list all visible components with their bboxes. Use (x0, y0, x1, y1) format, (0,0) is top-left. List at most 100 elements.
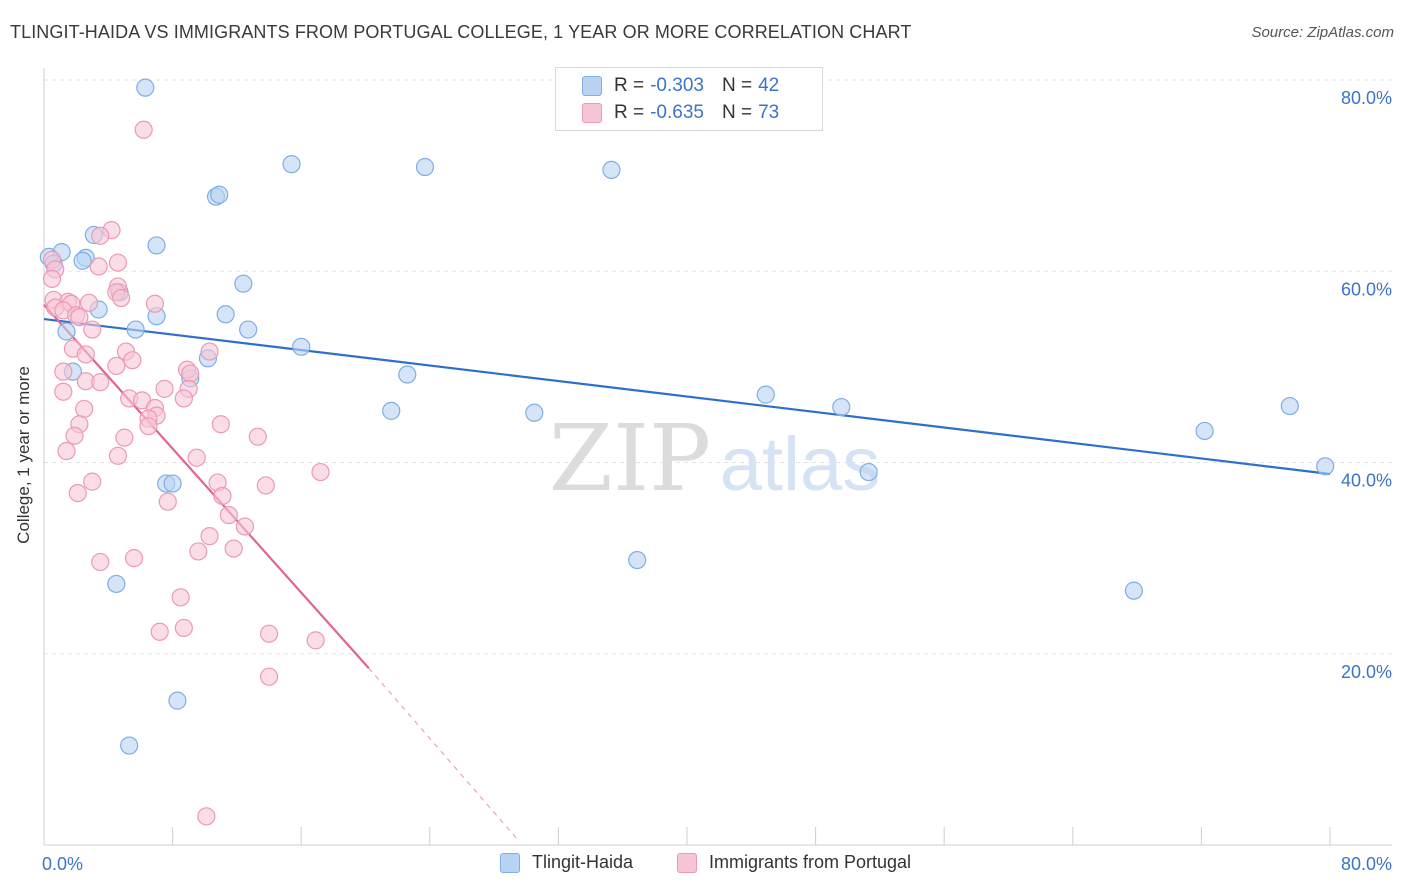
legend-n-label: N = (721, 102, 753, 123)
point-tlingit-haida (57, 322, 76, 341)
legend-r-value: -0.635 (650, 102, 704, 123)
point-portugal (224, 539, 243, 558)
legend-label: Tlingit-Haida (532, 852, 634, 872)
legend-n-value: 42 (758, 75, 780, 96)
point-portugal (115, 428, 134, 447)
point-portugal (79, 293, 99, 312)
point-portugal (155, 379, 174, 398)
chart-title: TLINGIT-HAIDA VS IMMIGRANTS FROM PORTUGA… (10, 22, 912, 42)
point-portugal (200, 342, 219, 361)
point-portugal (187, 448, 206, 467)
point-portugal (70, 308, 89, 327)
grid-lines (44, 79, 1392, 655)
point-tlingit-haida (239, 320, 258, 339)
point-portugal (181, 364, 200, 383)
point-portugal (306, 631, 325, 650)
legend-label: Immigrants from Portugal (709, 852, 912, 872)
watermark: ZIP atlas (549, 405, 880, 512)
point-tlingit-haida (120, 736, 139, 755)
point-tlingit-haida (216, 305, 235, 324)
legend-r-label: R = (614, 75, 645, 96)
point-portugal (57, 441, 76, 461)
point-portugal (124, 549, 144, 568)
point-portugal (171, 588, 190, 607)
watermark-atlas: atlas (720, 422, 881, 507)
point-portugal (108, 253, 128, 272)
point-portugal (200, 527, 219, 546)
point-tlingit-haida (756, 385, 775, 404)
point-portugal (54, 362, 73, 381)
legend-r-label: R = (614, 102, 645, 123)
point-portugal (256, 476, 275, 495)
x-tick-label: 0.0% (42, 854, 83, 874)
point-portugal (112, 288, 131, 308)
point-tlingit-haida (415, 157, 435, 177)
point-portugal (42, 269, 62, 288)
legend-item-portugal: Immigrants from Portugal (677, 852, 911, 873)
point-portugal (54, 382, 73, 401)
point-portugal (259, 624, 279, 643)
point-portugal (197, 807, 216, 826)
trend-lines (43, 303, 1331, 841)
axes (43, 68, 1392, 846)
trend-line-portugal (43, 303, 370, 669)
trend-line-portugal-extension (368, 667, 519, 841)
legend-swatch-pink (582, 103, 602, 123)
y-tick-label: 60.0% (1341, 279, 1392, 299)
point-tlingit-haida (398, 365, 417, 384)
series-legend: Tlingit-Haida Immigrants from Portugal (0, 852, 1406, 876)
legend-n-label: N = (721, 75, 753, 96)
point-tlingit-haida (168, 691, 187, 710)
point-tlingit-haida (628, 550, 647, 570)
point-tlingit-haida (163, 474, 182, 493)
point-portugal (235, 517, 255, 536)
legend-swatch-blue (500, 852, 520, 873)
legend-r-value: -0.303 (650, 75, 704, 96)
point-tlingit-haida (525, 403, 544, 422)
tick-labels: 20.0% 40.0% 60.0% 80.0% 0.0% 80.0% (42, 88, 1392, 874)
point-portugal (107, 356, 126, 376)
point-portugal (65, 426, 84, 445)
y-tick-label: 80.0% (1341, 88, 1392, 108)
point-tlingit-haida (136, 78, 155, 97)
point-tlingit-haida (292, 337, 311, 356)
source-label: Source: ZipAtlas.com (1251, 24, 1394, 41)
point-portugal (213, 486, 232, 506)
point-portugal (145, 294, 165, 313)
point-portugal (158, 492, 177, 511)
point-portugal (89, 257, 108, 276)
point-portugal (189, 542, 208, 561)
point-portugal (91, 552, 110, 572)
point-tlingit-haida (832, 397, 851, 417)
legend-item-tlingit-haida: Tlingit-Haida (500, 852, 633, 873)
legend-row-tlingit-haida: R = -0.303 N = 42 (582, 74, 779, 98)
y-tick-label: 40.0% (1341, 471, 1392, 491)
data-points (39, 78, 1335, 826)
legend-n-value: 73 (758, 102, 780, 123)
point-tlingit-haida (602, 160, 621, 179)
point-tlingit-haida (859, 462, 878, 482)
point-tlingit-haida (1316, 457, 1335, 476)
point-portugal (108, 446, 128, 465)
point-portugal (174, 389, 193, 408)
legend-swatch-pink (677, 852, 697, 873)
trend-line-tlingit-haida (43, 317, 1331, 476)
point-portugal (75, 399, 94, 419)
point-portugal (83, 472, 102, 491)
point-tlingit-haida (210, 185, 229, 204)
legend-row-portugal: R = -0.635 N = 73 (582, 101, 779, 125)
point-tlingit-haida (107, 574, 126, 594)
x-tick-label: 80.0% (1341, 854, 1392, 874)
point-portugal (83, 320, 102, 339)
point-portugal (134, 120, 153, 139)
point-tlingit-haida (382, 401, 401, 420)
point-portugal (76, 345, 95, 364)
point-portugal (219, 505, 238, 525)
point-tlingit-haida (282, 155, 301, 174)
point-portugal (139, 417, 158, 436)
point-tlingit-haida (1195, 421, 1214, 441)
watermark-zip: ZIP (549, 405, 711, 512)
point-portugal (311, 462, 330, 482)
stats-legend: R = -0.303 N = 42 R = -0.635 N = 73 (555, 67, 823, 131)
